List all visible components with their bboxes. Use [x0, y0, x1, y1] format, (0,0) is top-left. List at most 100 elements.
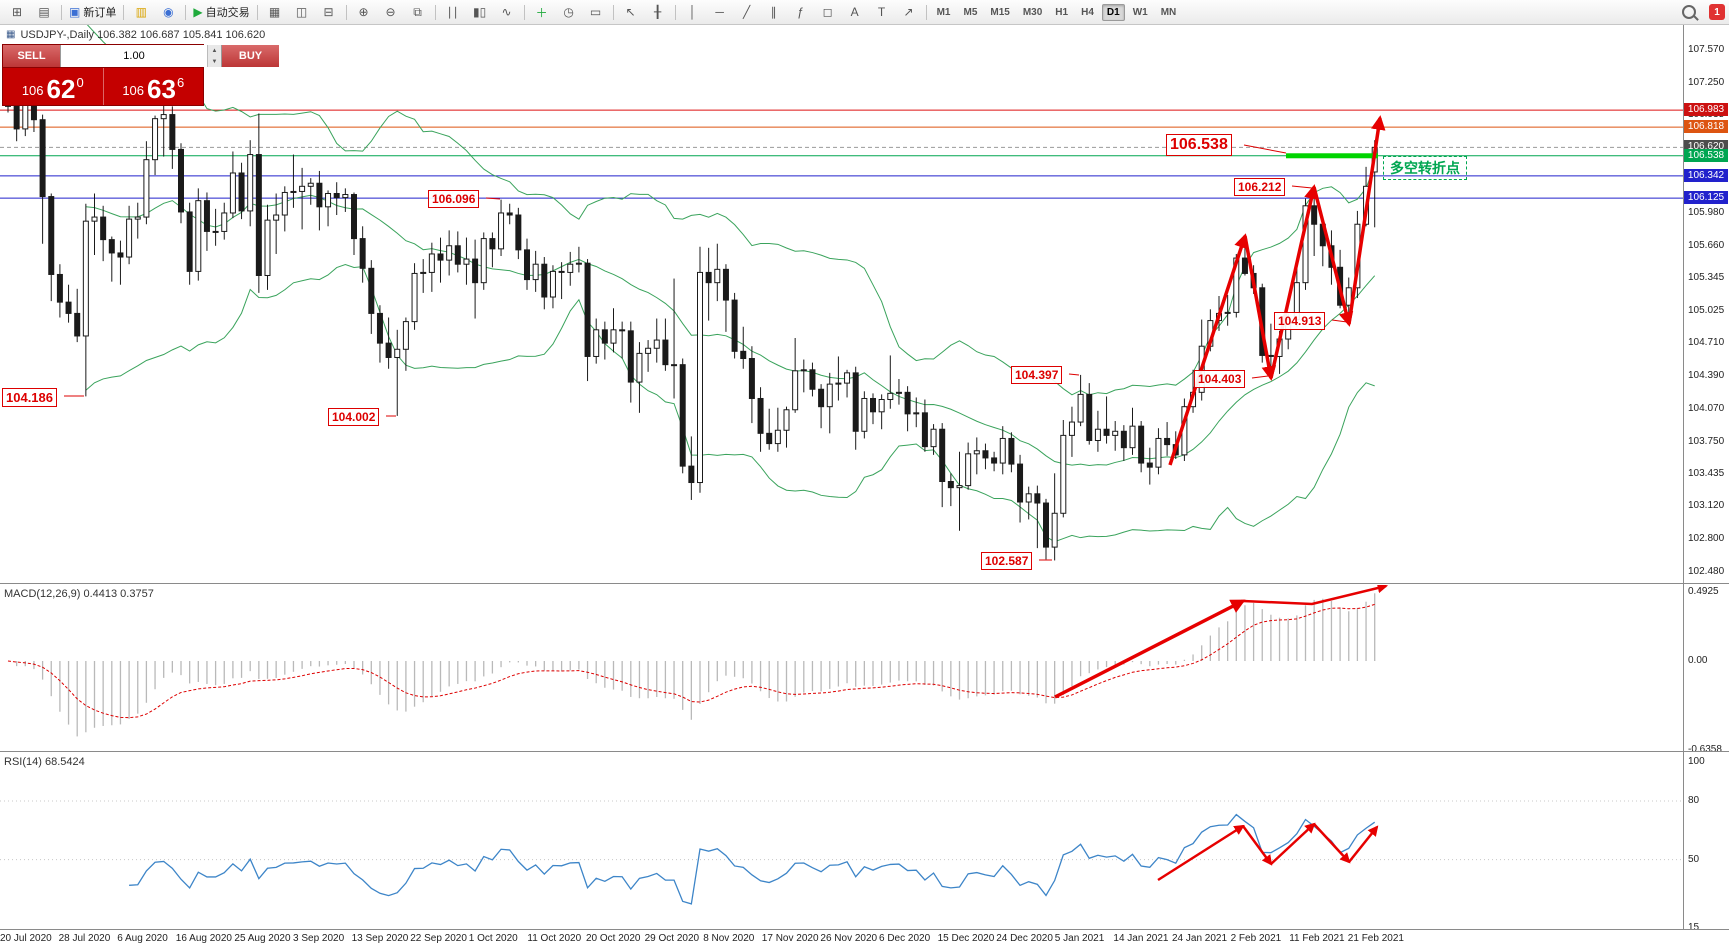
main-chart-layer: [0, 25, 1683, 561]
trade-panel-prices: 106 62 0 106 63 6: [3, 67, 203, 105]
community-icon[interactable]: ◉: [163, 5, 174, 19]
cursor-icon[interactable]: ↖: [625, 5, 636, 19]
periods-icon[interactable]: ◷: [563, 5, 574, 19]
crosshair-icon[interactable]: ╂: [653, 5, 662, 19]
timeframe-w1[interactable]: W1: [1132, 6, 1148, 18]
price-annotation: 106.538: [1166, 134, 1232, 156]
search-button[interactable]: [1676, 2, 1702, 22]
trend-arrow: [1270, 822, 1316, 865]
timeframe-h4[interactable]: H4: [1081, 6, 1094, 18]
price-badge: 106.342: [1684, 168, 1728, 182]
arrow-tools-icon[interactable]: ↗: [903, 5, 914, 19]
date-label: 26 Nov 2020: [820, 933, 878, 944]
buy-button[interactable]: BUY: [222, 45, 279, 67]
trend-arrow: [1312, 186, 1354, 327]
price-tick: 105.025: [1688, 304, 1725, 316]
timeframe-m5[interactable]: M5: [963, 6, 978, 18]
price-axis-separator: [1683, 25, 1684, 929]
timeframe-m30[interactable]: M30: [1022, 6, 1043, 18]
toolbar-separator: [612, 4, 614, 20]
new-order-button[interactable]: ▣ 新订单: [69, 5, 117, 19]
shapes-icon[interactable]: ◻: [822, 5, 833, 19]
trend-arrow: [1313, 823, 1351, 864]
price-tick: 103.435: [1688, 467, 1725, 479]
market-watch-icon[interactable]: ▦: [268, 5, 281, 19]
price-annotation: 104.002: [328, 408, 380, 426]
label-icon[interactable]: T: [877, 5, 886, 19]
candlestick-chart-icon[interactable]: ▮▯: [472, 5, 487, 19]
line-chart-icon[interactable]: ∿: [501, 5, 512, 19]
autotrade-button[interactable]: ▶ 自动交易: [193, 5, 250, 19]
zoom-in-icon[interactable]: ⊕: [358, 5, 369, 19]
trend-arrow: [1243, 235, 1277, 381]
ask-price[interactable]: 106 63 6: [102, 68, 204, 105]
date-label: 29 Oct 2020: [644, 933, 700, 944]
indicators-icon[interactable]: ＋: [535, 5, 548, 20]
timeframe-mn[interactable]: MN: [1160, 6, 1177, 18]
price-annotation: 104.403: [1194, 370, 1246, 388]
timeframe-d1[interactable]: D1: [1101, 3, 1125, 21]
bid-price[interactable]: 106 62 0: [3, 68, 103, 105]
price-tick: 105.345: [1688, 272, 1725, 284]
timeframe-h1[interactable]: H1: [1055, 6, 1069, 18]
date-label: 8 Nov 2020: [703, 933, 755, 944]
profiles-icon[interactable]: ▤: [38, 5, 50, 19]
trend-arrow: [1157, 824, 1245, 882]
notification-badge[interactable]: 1: [1709, 4, 1725, 20]
one-click-trading-panel: SELL ▲ ▼ BUY 106 62 0 106 63 6: [2, 44, 279, 106]
bollinger-upper: [86, 25, 1376, 396]
date-label: 21 Feb 2021: [1347, 933, 1404, 944]
data-window-icon[interactable]: ◫: [295, 5, 308, 19]
rsi-tick: 50: [1688, 853, 1700, 865]
turning-point-label: 多空转折点: [1383, 156, 1467, 180]
rsi-splitter[interactable]: [0, 751, 1729, 752]
new-chart-icon[interactable]: ⊞: [11, 5, 23, 19]
price-annotation: 106.096: [428, 190, 480, 208]
trend-arrow: [1348, 825, 1379, 863]
ask-point: 6: [176, 75, 185, 90]
macd-layer: [7, 585, 1389, 737]
toolbar-separator: [123, 4, 125, 20]
date-label: 11 Oct 2020: [527, 933, 582, 944]
volume-down-button[interactable]: ▼: [208, 56, 221, 67]
macd-tick: 0.4925: [1688, 586, 1719, 598]
price-tick: 105.660: [1688, 239, 1725, 251]
volume-spinner: ▲ ▼: [207, 45, 221, 67]
price-badge: 106.983: [1684, 103, 1728, 117]
channel-icon[interactable]: ∥: [770, 5, 777, 19]
trade-panel-controls: SELL ▲ ▼ BUY: [3, 45, 279, 67]
zoom-out-icon[interactable]: ⊖: [385, 5, 396, 19]
price-tick: 102.800: [1688, 532, 1725, 544]
toolbar-separator: [345, 4, 347, 20]
date-label: 24 Jan 2021: [1172, 933, 1228, 944]
hline-icon[interactable]: ─: [715, 5, 724, 19]
fibonacci-icon[interactable]: ƒ: [797, 5, 804, 19]
vline-icon[interactable]: │: [688, 5, 697, 19]
bid-point: 0: [76, 75, 84, 90]
timeframe-m1[interactable]: M1: [936, 6, 951, 18]
macd-splitter[interactable]: [0, 583, 1729, 584]
date-axis-separator: [0, 929, 1729, 930]
date-label: 13 Sep 2020: [351, 933, 409, 944]
date-label: 20 Jul 2020: [0, 933, 52, 944]
text-icon[interactable]: A: [850, 5, 859, 19]
rsi-layer: [0, 800, 1683, 905]
date-label: 22 Sep 2020: [410, 933, 467, 944]
trendline-icon[interactable]: ╱: [742, 5, 751, 19]
timeframe-m15[interactable]: M15: [990, 6, 1010, 18]
bar-chart-icon[interactable]: ∣∣: [446, 5, 459, 19]
rsi-tick: 100: [1688, 756, 1705, 767]
toolbar-separator: [256, 4, 258, 20]
templates-icon[interactable]: ▭: [589, 5, 602, 19]
volume-up-button[interactable]: ▲: [208, 45, 221, 56]
date-label: 2 Feb 2021: [1230, 933, 1282, 944]
navigator-icon[interactable]: ⊟: [323, 5, 334, 19]
price-tick: 104.390: [1688, 369, 1725, 381]
price-badge: 106.538: [1684, 148, 1728, 162]
chart-title: ▦ USDJPY-,Daily 106.382 106.687 105.841 …: [6, 29, 265, 41]
macd-tick: 0.00: [1688, 655, 1708, 666]
tile-windows-icon[interactable]: ⧉: [413, 4, 422, 19]
codebase-icon[interactable]: ▥: [135, 5, 148, 19]
sell-button[interactable]: SELL: [3, 45, 60, 67]
volume-input[interactable]: [61, 45, 207, 67]
